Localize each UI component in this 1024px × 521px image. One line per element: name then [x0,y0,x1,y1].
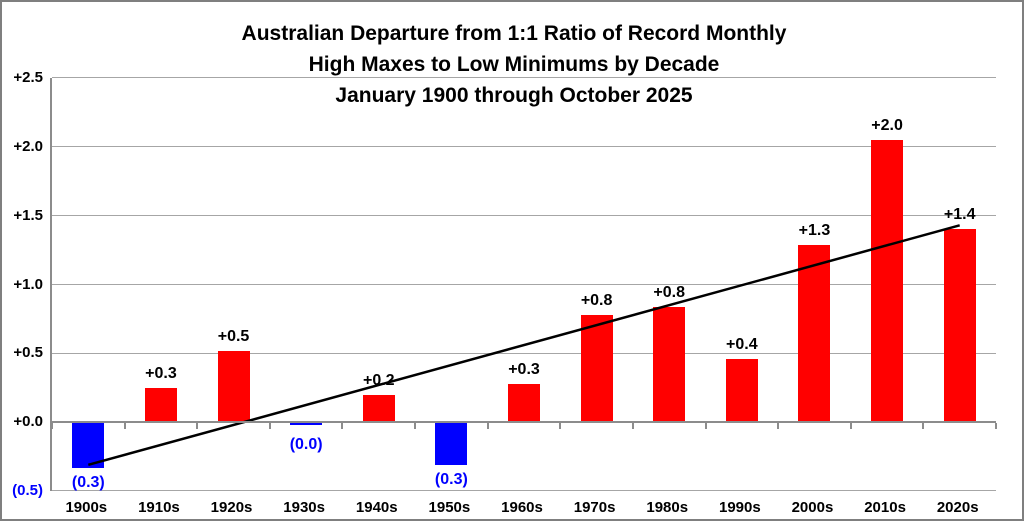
y-axis-label: +0.0 [13,413,43,431]
axis-tick [341,423,344,430]
bar-1990s [725,358,758,423]
gridline [52,214,996,216]
bar-value-label-1900s: (0.3) [71,473,105,491]
axis-tick [414,423,417,430]
gridline [52,352,996,354]
bar-2010s [871,139,904,423]
x-axis-label-1910s: 1910s [138,499,180,516]
axis-tick [486,423,489,430]
axis-tick [631,423,634,430]
y-axis-label: (0.5) [12,482,43,499]
y-axis: +2.5 +2.0 +1.5 +1.0 +0.5 +0.0 (0.5) [2,2,45,519]
gridline [52,490,996,492]
bar-value-label-2010s: +2.0 [871,116,903,134]
y-axis-label: +2.0 [13,137,43,155]
y-axis-label: +0.5 [13,344,43,362]
bar-1930s [290,422,323,425]
y-axis-label: +1.5 [13,206,43,224]
x-axis-label-1900s: 1900s [65,499,108,516]
bar-value-label-1970s: +0.8 [580,291,613,309]
x-axis-label-1920s: 1920s [210,499,253,516]
bar-value-label-1920s: +0.5 [217,327,250,345]
x-axis-label-1960s: 1960s [501,499,543,516]
axis-tick [922,423,925,430]
gridline [52,77,996,79]
gridline [52,146,996,148]
bar-1960s [508,383,540,423]
x-axis-label-1950s: 1950s [428,499,471,516]
bar-1970s [580,314,613,423]
axis-tick [559,423,562,430]
trendline [87,224,961,467]
gridline [52,283,996,285]
bar-1940s [362,394,395,423]
x-axis-line [52,421,996,424]
bar-2020s [943,229,976,423]
x-axis-label-2020s: 2020s [936,499,979,516]
chart-title-line1: Australian Departure from 1:1 Ratio of R… [241,22,787,45]
x-axis-label-1980s: 1980s [646,499,689,516]
x-axis-label-2000s: 2000s [791,499,834,516]
bar-value-label-1960s: +0.3 [508,360,540,378]
bar-value-label-2020s: +1.4 [943,206,976,224]
bar-1980s [653,306,686,423]
bar-1920s [217,350,250,423]
x-axis-label-1990s: 1990s [718,499,761,516]
axis-tick [704,423,707,430]
chart-title-line2: High Maxes to Low Minimums by Decade [308,53,720,76]
x-axis: 1900s 1910s 1920s 1930s 1940s 1950s 1960s 1970s… [50,499,994,519]
bar-value-label-1990s: +0.4 [726,335,758,353]
bar-1910s [144,387,177,423]
x-axis-label-1970s: 1970s [573,499,616,516]
axis-tick [123,423,126,430]
bar-value-label-1980s: +0.8 [653,283,686,301]
plot-area: (0.3) +0.3 +0.5 (0.0) +0.2 (0.3) +0.3 +0.8 +0.8 +… [50,77,997,492]
axis-tick [995,423,997,430]
bar-value-label-1940s: +0.2 [362,371,395,389]
x-axis-label-1930s: 1930s [283,499,325,516]
axis-tick [196,423,199,430]
bar-value-label-1910s: +0.3 [145,364,177,382]
bar-value-label-1950s: (0.3) [434,470,468,488]
bar-2000s [798,244,831,423]
axis-tick [51,423,53,430]
x-axis-label-2010s: 2010s [864,499,906,516]
bar-1950s [435,422,468,465]
axis-tick [268,423,271,430]
bar-1900s [72,422,105,468]
axis-tick [777,423,780,430]
bar-value-label-2000s: +1.3 [798,221,831,239]
y-axis-label: +2.5 [13,69,43,86]
bar-value-label-1930s: (0.0) [289,436,323,454]
y-axis-label: +1.0 [13,275,43,293]
axis-tick [849,423,852,430]
x-axis-label-1940s: 1940s [355,499,398,516]
